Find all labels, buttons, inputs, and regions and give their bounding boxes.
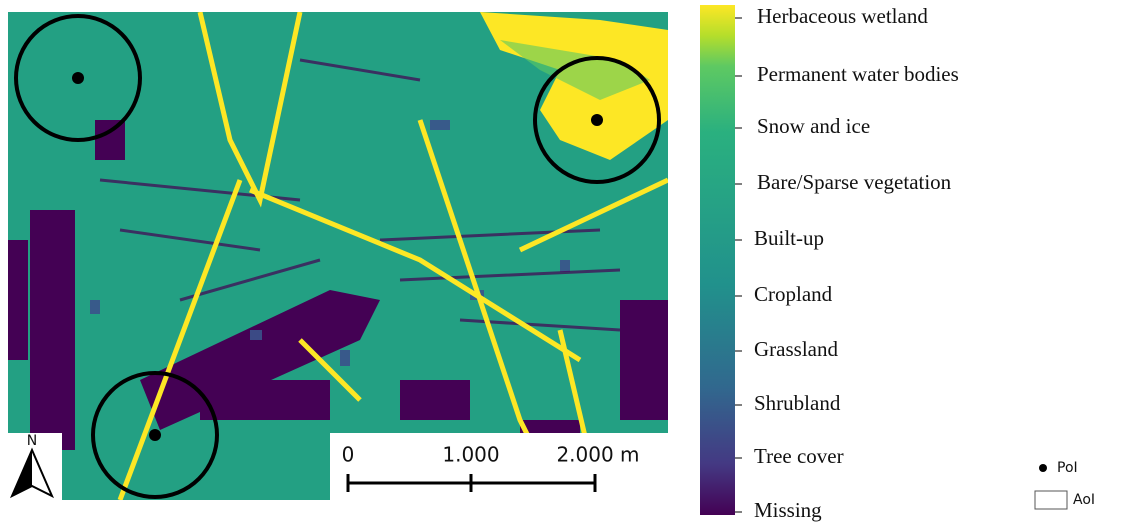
poi-label: PoI <box>1057 460 1078 476</box>
legend-label: Tree cover <box>754 444 844 468</box>
legend-label: Missing <box>754 498 822 522</box>
colorbar <box>700 5 735 515</box>
scale-label: 1.000 <box>442 443 499 467</box>
legend-label: Shrubland <box>754 391 841 415</box>
scale-label: 2.000 m <box>556 443 639 467</box>
legend-label: Herbaceous wetland <box>757 4 928 28</box>
legend: Herbaceous wetland Permanent water bodies… <box>735 4 959 522</box>
north-label: N <box>27 433 37 449</box>
map <box>8 12 668 500</box>
legend-label: Built-up <box>754 226 824 250</box>
poi-symbol <box>1039 464 1047 472</box>
scale-label: 0 <box>342 443 355 467</box>
legend-label: Snow and ice <box>757 114 870 138</box>
aoi-label: AoI <box>1073 492 1095 508</box>
legend-label: Cropland <box>754 282 833 306</box>
legend-label: Permanent water bodies <box>757 62 959 86</box>
aoi-symbol <box>1035 491 1067 509</box>
legend-label: Grassland <box>754 337 838 361</box>
page: N 0 1.000 2.000 m Herbaceous wetland Perm… <box>0 0 1122 524</box>
legend-label: Bare/Sparse vegetation <box>757 170 952 194</box>
